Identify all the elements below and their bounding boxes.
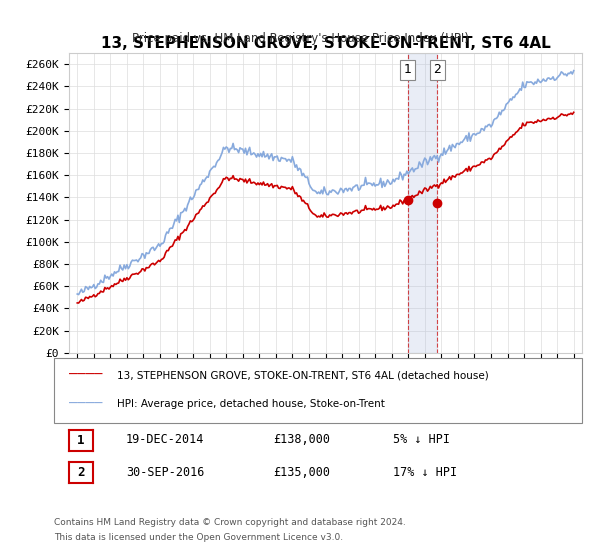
Text: 19-DEC-2014: 19-DEC-2014 [126,433,205,446]
Text: 1: 1 [404,63,412,76]
Text: 2: 2 [77,466,85,479]
Text: 13, STEPHENSON GROVE, STOKE-ON-TRENT, ST6 4AL (detached house): 13, STEPHENSON GROVE, STOKE-ON-TRENT, ST… [117,370,489,380]
Text: Price paid vs. HM Land Registry's House Price Index (HPI): Price paid vs. HM Land Registry's House … [131,32,469,45]
Text: ————: ———— [69,368,103,382]
Text: 1: 1 [77,433,85,447]
Text: 30-SEP-2016: 30-SEP-2016 [126,465,205,479]
Text: Contains HM Land Registry data © Crown copyright and database right 2024.: Contains HM Land Registry data © Crown c… [54,518,406,527]
Text: 2: 2 [433,63,441,76]
Text: £135,000: £135,000 [273,465,330,479]
Bar [407,53,437,353]
Text: HPI: Average price, detached house, Stoke-on-Trent: HPI: Average price, detached house, Stok… [117,399,385,409]
Title: 13, STEPHENSON GROVE, STOKE-ON-TRENT, ST6 4AL: 13, STEPHENSON GROVE, STOKE-ON-TRENT, ST… [101,36,550,50]
Text: ————: ———— [69,398,103,411]
Text: 17% ↓ HPI: 17% ↓ HPI [393,465,457,479]
Text: £138,000: £138,000 [273,433,330,446]
Text: 5% ↓ HPI: 5% ↓ HPI [393,433,450,446]
Text: This data is licensed under the Open Government Licence v3.0.: This data is licensed under the Open Gov… [54,533,343,542]
